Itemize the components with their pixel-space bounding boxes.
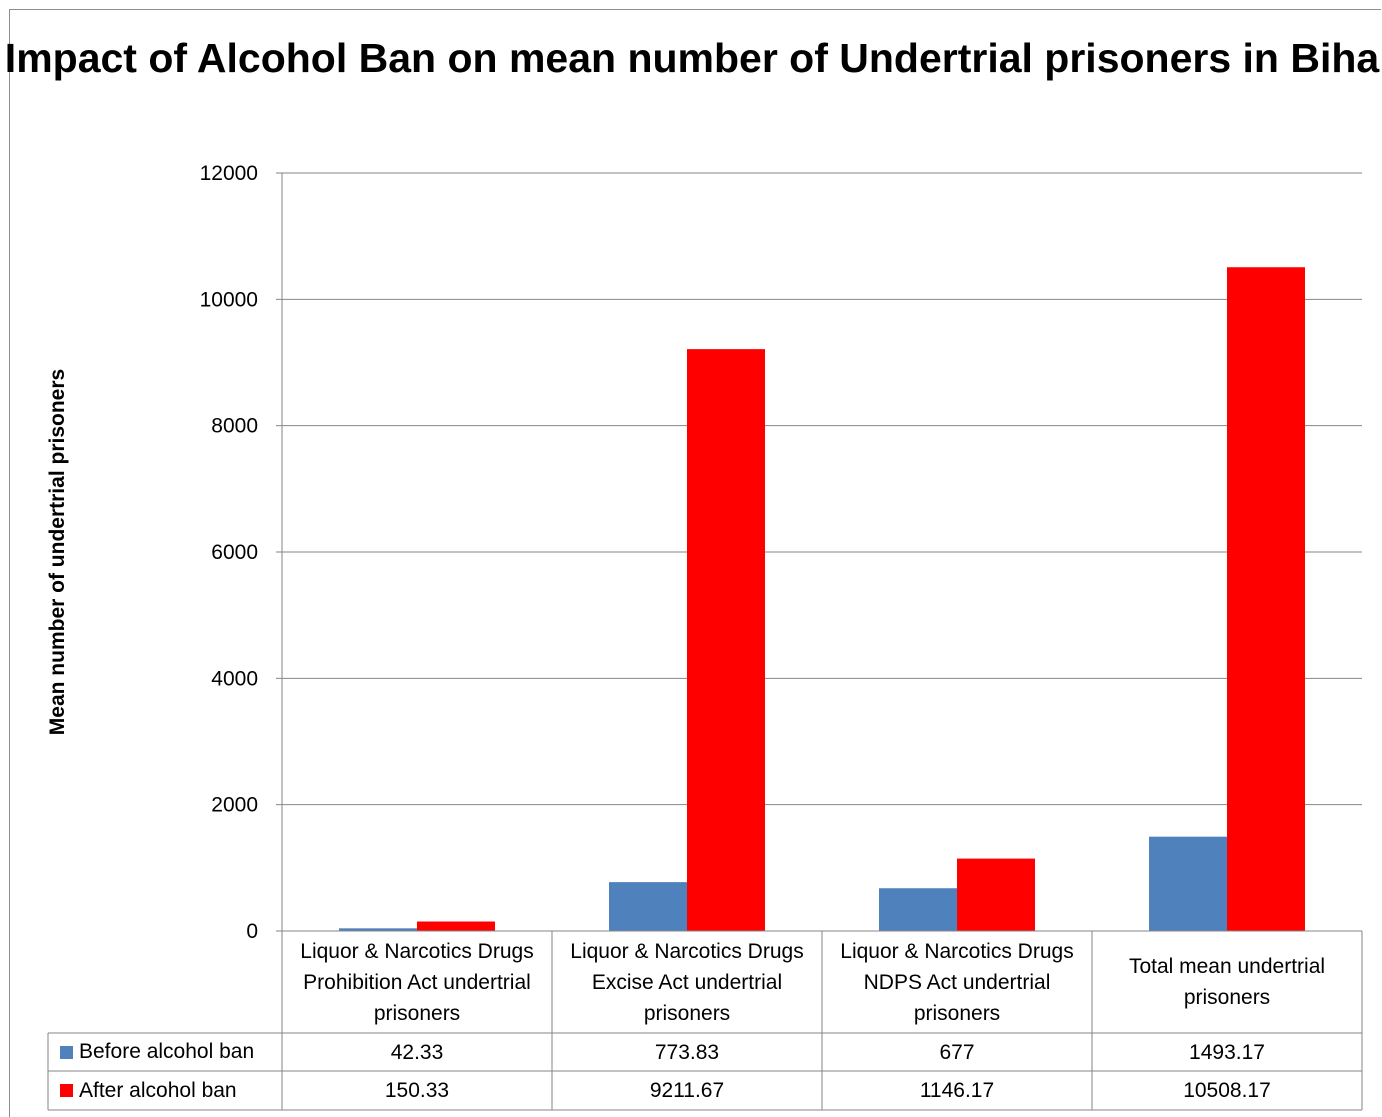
bar-before-2 [609, 882, 687, 931]
y-tick-label: 4000 [211, 667, 258, 690]
bar-after-1 [417, 921, 495, 931]
x-tick-label: Liquor & Narcotics Drugs NDPS Act undert… [840, 939, 1074, 1025]
data-label: 10508.17 [1183, 1079, 1271, 1102]
legend-swatch [60, 1084, 73, 1097]
bar-before-3 [879, 888, 957, 931]
y-tick-label: 0 [246, 920, 258, 943]
y-tick-label: 12000 [200, 162, 258, 185]
bar-after-2 [687, 349, 765, 931]
bar-after-3 [957, 858, 1035, 931]
y-tick-label: 8000 [211, 415, 258, 438]
data-label: 150.33 [384, 1079, 450, 1102]
data-label: 42.33 [390, 1040, 444, 1064]
bar-before-1 [339, 928, 417, 931]
x-tick-label: Total mean undertrial prisoners [1128, 955, 1326, 1009]
x-tick-label: Liquor & Narcotics Drugs Prohibition Act… [300, 939, 534, 1025]
bar-before-4 [1149, 836, 1227, 931]
chart-frame [9, 9, 1381, 1117]
data-label: 773.83 [654, 1040, 720, 1064]
bar-after-4 [1227, 267, 1305, 932]
legend-entry: Before alcohol ban [48, 1033, 282, 1071]
data-label: 1146.17 [919, 1079, 995, 1102]
data-label: 9211.67 [649, 1079, 725, 1102]
legend-entry: After alcohol ban [48, 1071, 282, 1110]
legend-label: Before alcohol ban [79, 1040, 255, 1063]
legend-label: After alcohol ban [79, 1078, 237, 1102]
data-label: 1493.17 [1189, 1040, 1265, 1064]
chart-title: Impact of Alcohol Ban on mean number of … [4, 35, 1382, 81]
legend-swatch [60, 1045, 73, 1059]
data-label: 677 [939, 1040, 975, 1064]
y-tick-label: 6000 [211, 541, 258, 564]
y-tick-label: 2000 [211, 794, 258, 817]
y-tick-label: 10000 [200, 288, 258, 311]
x-tick-label: Liquor & Narcotics Drugs Excise Act unde… [570, 939, 804, 1025]
